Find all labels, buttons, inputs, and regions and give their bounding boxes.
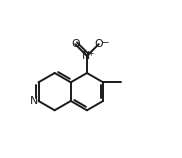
Text: O: O — [94, 39, 102, 49]
Text: N: N — [82, 51, 91, 61]
Text: −: − — [101, 37, 108, 46]
Text: N: N — [30, 96, 39, 106]
Text: +: + — [87, 49, 94, 58]
Text: O: O — [71, 39, 80, 49]
